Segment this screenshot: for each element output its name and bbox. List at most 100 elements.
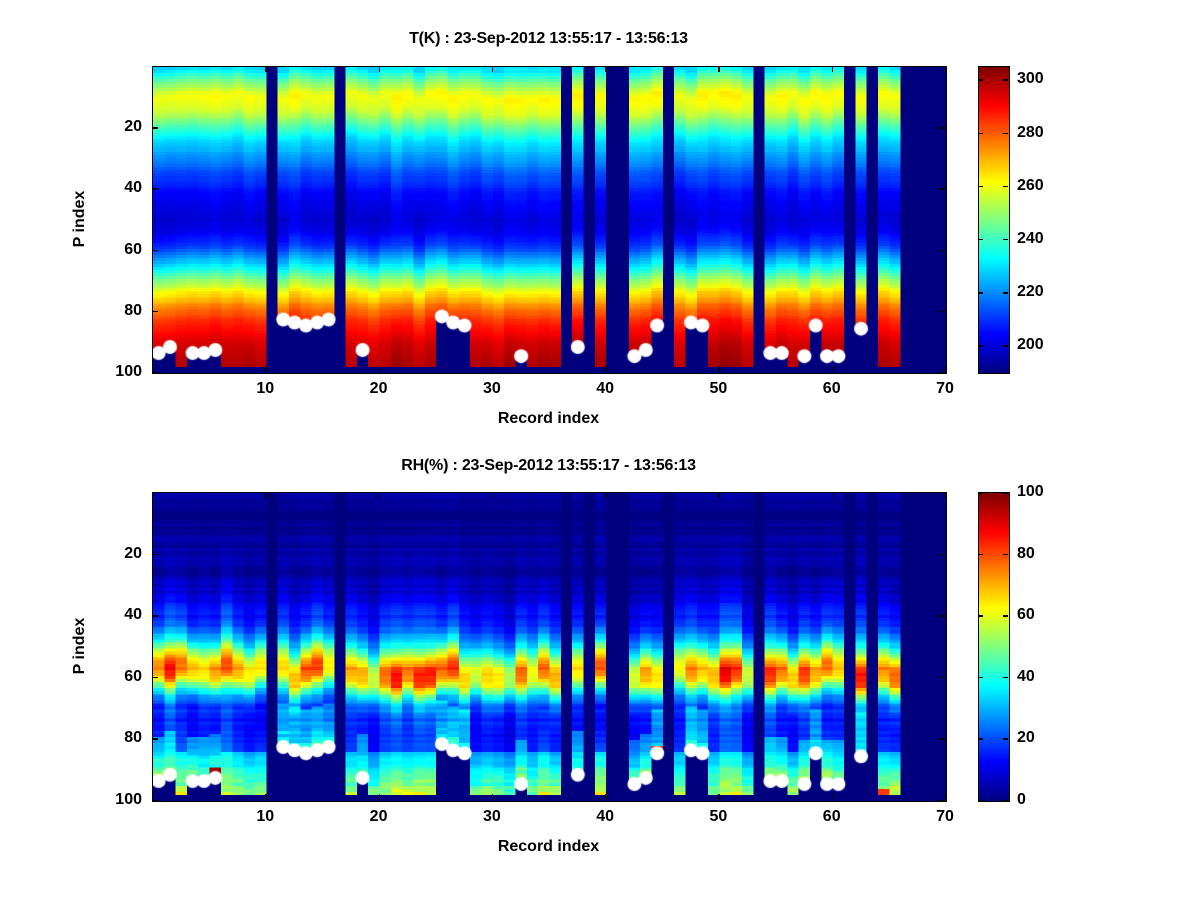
temperature-panel-yticklabel: 40 (124, 179, 142, 197)
humidity-panel-xtick-top (491, 492, 494, 498)
humidity-plot-title: RH(%) : 23-Sep-2012 13:55:17 - 13:56:13 (401, 457, 696, 474)
temperature-panel-ytick (152, 249, 158, 252)
humidity-panel-colorbar-ticklabel: 20 (1017, 729, 1035, 747)
humidity-panel-colorbar-tick-right (1003, 553, 1008, 556)
temperature-panel-colorbar-ticklabel: 240 (1017, 229, 1044, 247)
humidity-panel-xtick-top (718, 492, 720, 498)
humidity-panel-colorbar-tick (978, 492, 983, 494)
temperature-panel-xtick (378, 366, 381, 372)
temperature-ylabel: P index (71, 190, 88, 248)
humidity-panel-ytick (152, 676, 158, 679)
temperature-panel-colorbar-ticklabel: 220 (1017, 283, 1044, 301)
humidity-heatmap (153, 493, 946, 801)
humidity-panel-colorbar-ticklabel: 100 (1017, 483, 1044, 500)
humidity-panel-ytick-right (939, 615, 945, 617)
humidity-panel-colorbar-ticklabel: 80 (1017, 544, 1035, 562)
temperature-panel-xtick-top (378, 66, 381, 72)
temperature-panel-ytick (152, 127, 158, 129)
humidity-panel-xtick (945, 794, 947, 800)
humidity-panel-ytick (152, 615, 158, 617)
temperature-colorbar-gradient (979, 67, 1009, 373)
humidity-panel-yticklabel: 40 (124, 606, 142, 624)
humidity-panel-xticklabel: 20 (369, 808, 388, 825)
humidity-panel-yticklabel: 100 (115, 791, 142, 808)
humidity-panel-xtick-top (945, 492, 947, 498)
temperature-panel-xtick-top (491, 66, 494, 72)
temperature-panel-xtick-top (718, 66, 720, 72)
temperature-panel-ytick (152, 310, 158, 313)
temperature-panel-xticklabel: 10 (256, 380, 275, 397)
humidity-panel-colorbar-tick (978, 800, 983, 802)
humidity-panel-ytick-right (939, 800, 945, 802)
temperature-panel-xticklabel: 50 (709, 380, 728, 397)
temperature-panel-colorbar-ticklabel: 260 (1017, 176, 1044, 194)
humidity-panel-xticklabel: 50 (709, 808, 728, 825)
temperature-panel-colorbar-tick-right (1003, 79, 1008, 81)
humidity-panel-ytick (152, 553, 158, 556)
temperature-panel-xtick (718, 366, 720, 372)
humidity-panel-colorbar-tick-right (1003, 800, 1008, 802)
temperature-panel-xtick (831, 366, 834, 372)
temperature-panel-colorbar-ticklabel: 300 (1017, 70, 1044, 88)
temperature-panel-ytick (152, 188, 158, 190)
humidity-panel-xticklabel: 30 (482, 808, 501, 825)
humidity-ylabel: P index (71, 617, 88, 675)
humidity-panel-yticklabel: 60 (124, 667, 142, 685)
humidity-panel-colorbar-tick (978, 676, 983, 679)
temperature-panel-colorbar-tick (978, 292, 983, 294)
temperature-panel-colorbar-tick (978, 79, 983, 81)
humidity-panel-xtick-top (378, 492, 381, 498)
humidity-panel-xticklabel: 40 (596, 808, 615, 825)
temperature-panel-xtick (945, 366, 947, 372)
temperature-panel-colorbar-tick (978, 238, 983, 241)
temperature-panel-yticklabel: 60 (124, 240, 142, 258)
temperature-panel-yticklabel: 100 (115, 363, 142, 380)
humidity-panel-colorbar-ticklabel: 40 (1017, 667, 1035, 685)
temperature-colorbar[interactable] (978, 66, 1010, 374)
temperature-panel-colorbar-tick-right (1003, 238, 1008, 241)
humidity-panel-xtick (491, 794, 494, 800)
temperature-plot-title: T(K) : 23-Sep-2012 13:55:17 - 13:56:13 (409, 30, 688, 47)
temperature-panel-ytick-right (939, 127, 945, 129)
humidity-panel-xticklabel: 70 (936, 808, 954, 825)
temperature-panel-xticklabel: 20 (369, 380, 388, 397)
temperature-panel-ytick-right (939, 188, 945, 190)
temperature-panel-colorbar-tick (978, 185, 983, 188)
humidity-panel-ytick (152, 800, 158, 802)
temperature-panel-colorbar-tick-right (1003, 132, 1008, 135)
temperature-panel-colorbar-tick-right (1003, 185, 1008, 188)
temperature-panel-xtick-top (605, 66, 607, 72)
temperature-panel-xtick-top (831, 66, 834, 72)
humidity-colorbar[interactable] (978, 492, 1010, 802)
humidity-panel-xtick (718, 794, 720, 800)
temperature-panel-colorbar-tick (978, 345, 983, 347)
humidity-panel-ytick-right (939, 738, 945, 740)
temperature-panel-ytick-right (939, 372, 945, 374)
temperature-panel-xtick (491, 366, 494, 372)
humidity-panel-xtick (265, 794, 267, 800)
temperature-panel-colorbar-tick (978, 132, 983, 135)
humidity-panel-ytick-right (939, 676, 945, 679)
humidity-panel-colorbar-tick-right (1003, 738, 1008, 740)
humidity-axes[interactable] (152, 492, 947, 802)
temperature-panel-xticklabel: 30 (482, 380, 501, 397)
temperature-axes[interactable] (152, 66, 947, 374)
humidity-panel-colorbar-ticklabel: 60 (1017, 606, 1035, 624)
humidity-xlabel: Record index (497, 838, 600, 855)
humidity-panel-colorbar-tick (978, 553, 983, 556)
humidity-panel-xtick-top (605, 492, 607, 498)
temperature-panel-xticklabel: 70 (936, 380, 954, 397)
humidity-panel-ytick-right (939, 553, 945, 556)
humidity-panel-xticklabel: 10 (256, 808, 275, 825)
humidity-panel-xtick-top (265, 492, 267, 498)
temperature-panel-xtick (265, 366, 267, 372)
temperature-panel-ytick-right (939, 310, 945, 313)
humidity-panel-xticklabel: 60 (822, 808, 841, 825)
temperature-panel-ytick (152, 372, 158, 374)
temperature-panel-ytick-right (939, 249, 945, 252)
humidity-panel-colorbar-tick (978, 738, 983, 740)
humidity-panel-xtick (378, 794, 381, 800)
humidity-panel-yticklabel: 80 (124, 729, 142, 747)
humidity-panel-colorbar-tick-right (1003, 615, 1008, 617)
